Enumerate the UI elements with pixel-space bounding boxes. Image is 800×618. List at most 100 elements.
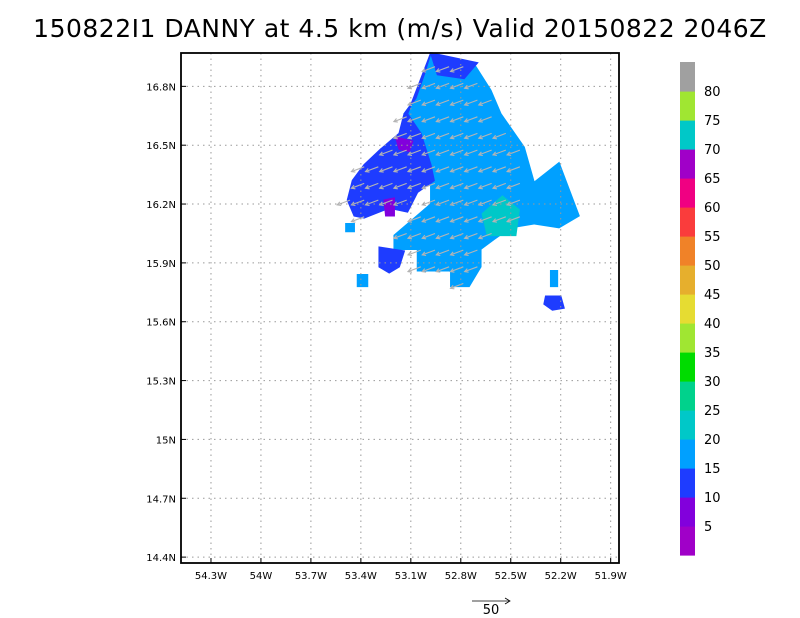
wind-vector [406,166,421,173]
colorbar-segment [680,265,695,295]
wind-vector [463,266,478,273]
wind-vector [378,166,393,173]
colorbar-label: 20 [704,433,721,448]
y-tick-label: 16.8N [146,82,176,93]
wind-vector [491,166,506,173]
wind-vector [477,199,492,207]
wind-vector [406,149,421,157]
wind-vector [421,132,436,140]
wind-vector [421,182,436,190]
colorbar-segment [680,468,695,498]
wind-vector [406,232,421,240]
wind-vector [435,266,450,273]
y-tick-label: 15.6N [146,318,176,329]
wind-vector [421,249,436,257]
wind-vector [477,149,492,157]
colorbar-segment [680,207,695,237]
wind-vector [449,232,464,240]
colorbar-label: 15 [704,462,721,477]
wind-vector [506,149,521,157]
field-region-east-tail-15-20 [533,161,580,229]
wind-vector [435,82,450,90]
colorbar-segment [680,294,695,324]
x-tick-label: 53.1W [395,571,427,582]
wind-vector [463,182,478,190]
wind-vector [406,116,421,123]
colorbar-segment [680,120,695,150]
wind-vector [364,199,379,207]
wind-vector [491,216,506,223]
wind-vector [463,132,478,140]
colorbar-label: 60 [704,201,721,216]
x-tick-label: 54W [250,571,273,582]
wind-vector [421,149,436,157]
wind-vector [406,99,421,106]
colorbar-label: 5 [704,520,712,535]
chart-title: 150822I1 DANNY at 4.5 km (m/s) Valid 201… [33,14,767,43]
field-region-isolated-cell-e [549,269,559,288]
wind-vector [463,166,478,173]
colorbar-segment [680,236,695,266]
y-tick-label: 15N [156,435,176,446]
wind-vector [491,182,506,190]
wind-vector [392,166,407,173]
wind-vector [435,166,450,173]
colorbar-segment [680,439,695,469]
wind-vector [392,232,407,240]
wind-vector [477,99,492,106]
reference-vector-label: 50 [483,603,500,618]
wind-vector [350,199,365,207]
wind-vector [364,182,379,190]
wind-vector [449,249,464,257]
wind-vector [421,66,436,73]
gridlines [181,53,619,563]
y-tick-label: 15.3N [146,377,176,388]
wind-vector [477,166,492,173]
wind-vector [421,166,436,173]
field-region-blue-10-15-west [346,52,435,219]
wind-vector [449,132,464,140]
wind-vector [449,116,464,123]
x-tick-label: 51.9W [595,571,627,582]
wind-vector [435,99,450,106]
y-tick-label: 16.5N [146,141,176,152]
wind-vector [392,149,407,157]
wind-vector [463,249,478,257]
wind-vector [477,116,492,123]
x-tick-label: 54.3W [195,571,227,582]
wind-vector [435,216,450,223]
y-tick-label: 15.9N [146,259,176,270]
colorbar-segment [680,352,695,382]
x-tick-label: 52.8W [445,571,477,582]
colorbar-segment [680,410,695,440]
wind-vector [506,182,521,190]
colorbar: 5 10 15 20 25 30 35 40 45 50 55 60 65 70 75 80 [680,62,721,556]
plot-frame [180,52,620,564]
wind-vector [477,216,492,223]
wind-vector [491,132,506,140]
colorbar-segment [680,526,695,556]
field-region-blue-10-15-north [429,52,479,80]
wind-vector [435,249,450,257]
field-region-isolated-cell-sw [356,273,369,288]
colorbar-label: 75 [704,114,721,129]
wind-vector [463,149,478,157]
x-tick-label: 53.7W [295,571,327,582]
colorbar-label: 40 [704,317,721,332]
colorbar-segment [680,178,695,208]
wind-vector [392,116,407,123]
wind-vector [506,199,521,207]
field-region-purple-5-10-north [394,136,414,152]
wind-vector [435,182,450,190]
wind-vector [406,82,421,90]
wind-vector [435,132,450,140]
colorbar-segment [680,62,695,92]
wind-vector [406,266,421,273]
colorbar-label: 65 [704,172,721,187]
colorbar-segment [680,149,695,179]
wind-vector [336,199,351,207]
reference-vector: 50 [472,597,511,618]
wind-vector [463,116,478,123]
wind-vector [449,166,464,173]
y-tick-label: 14.7N [146,494,176,505]
